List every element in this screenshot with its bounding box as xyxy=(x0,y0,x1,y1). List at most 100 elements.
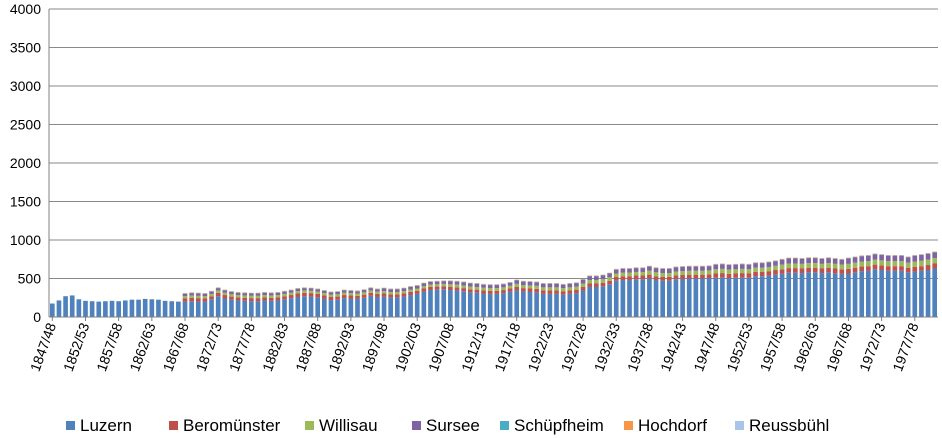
legend-label: Reussbühl xyxy=(749,416,829,435)
bar-segment xyxy=(514,280,520,284)
bar-segment xyxy=(806,263,811,268)
bar-segment xyxy=(567,293,573,317)
bar-stack xyxy=(587,275,593,317)
legend-swatch xyxy=(500,421,509,430)
bar-segment xyxy=(308,296,314,317)
bar-segment xyxy=(527,288,533,292)
legend-swatch xyxy=(66,421,75,430)
bar-segment xyxy=(620,276,626,281)
legend-item: Reussbühl xyxy=(735,416,829,435)
bar-stack xyxy=(375,288,380,317)
bar-segment xyxy=(288,292,294,296)
bar-segment xyxy=(229,299,234,317)
legend-swatch xyxy=(735,421,744,430)
bar-segment xyxy=(859,261,865,267)
bar-stack xyxy=(527,281,533,317)
bar-segment xyxy=(594,283,599,287)
bar-segment xyxy=(666,273,672,277)
bar-segment xyxy=(441,283,447,287)
bar-segment xyxy=(96,301,102,317)
bar-stack xyxy=(773,260,778,317)
bar-segment xyxy=(892,266,898,271)
legend-item: Sursee xyxy=(412,416,480,435)
bar-segment xyxy=(773,261,778,266)
x-tick-label: 1962/63 xyxy=(790,320,822,373)
bar-segment xyxy=(408,289,413,292)
bar-segment xyxy=(640,275,646,280)
bar-stack xyxy=(83,300,88,317)
bar-segment xyxy=(414,285,420,289)
bar-stack xyxy=(839,258,845,317)
bar-segment xyxy=(302,296,307,317)
bar-segment xyxy=(766,266,772,272)
x-tick-label: 1932/33 xyxy=(591,320,623,373)
bar-segment xyxy=(560,288,566,292)
bar-segment xyxy=(925,270,931,317)
bar-segment xyxy=(925,253,931,260)
bar-segment xyxy=(394,291,400,295)
bar-segment xyxy=(202,293,208,297)
bar-segment xyxy=(195,301,201,317)
bar-segment xyxy=(202,301,208,317)
bar-segment xyxy=(713,277,719,317)
bar-stack xyxy=(169,301,175,317)
bar-segment xyxy=(295,291,301,294)
bar-segment xyxy=(322,298,327,317)
bar-segment xyxy=(249,293,254,296)
bar-stack xyxy=(109,300,115,317)
bar-segment xyxy=(892,261,898,267)
bar-stack xyxy=(673,266,679,317)
bar-segment xyxy=(680,275,685,279)
bar-stack xyxy=(315,288,321,317)
bar-segment xyxy=(235,300,241,317)
bar-segment xyxy=(388,291,393,295)
bar-segment xyxy=(554,287,559,291)
bar-stack xyxy=(640,267,646,317)
bar-stack xyxy=(766,261,772,317)
bar-stack xyxy=(122,300,128,317)
bar-segment xyxy=(587,283,593,287)
bar-segment xyxy=(866,261,871,267)
bar-stack xyxy=(567,283,573,317)
bar-segment xyxy=(308,288,314,291)
bar-segment xyxy=(189,293,194,296)
bar-stack xyxy=(176,301,181,317)
bar-segment xyxy=(673,271,679,276)
bar-segment xyxy=(262,292,267,296)
bar-segment xyxy=(607,280,612,285)
bar-segment xyxy=(759,271,765,277)
bar-stack xyxy=(574,282,579,317)
bar-segment xyxy=(368,290,374,293)
bar-stack xyxy=(899,255,904,317)
x-tick-label: 1927/28 xyxy=(558,320,590,373)
bar-stack xyxy=(56,300,62,317)
bar-stack xyxy=(441,280,447,317)
bar-segment xyxy=(799,268,805,274)
legend-swatch xyxy=(169,421,178,430)
bar-segment xyxy=(534,282,539,286)
y-tick-label: 2500 xyxy=(10,117,41,133)
bar-segment xyxy=(912,271,918,317)
bar-stack xyxy=(335,291,340,317)
bar-segment xyxy=(693,266,699,271)
bar-segment xyxy=(779,264,785,270)
bar-segment xyxy=(494,290,500,294)
bar-segment xyxy=(275,297,281,301)
bar-segment xyxy=(288,290,294,293)
bar-segment xyxy=(540,287,546,291)
bar-segment xyxy=(885,255,891,262)
bar-stack xyxy=(594,275,599,317)
bar-segment xyxy=(467,286,473,290)
bar-segment xyxy=(607,284,612,317)
y-tick-label: 0 xyxy=(33,309,41,325)
bar-segment xyxy=(361,294,367,298)
legend-label: Hochdorf xyxy=(638,416,707,435)
bar-segment xyxy=(905,267,911,273)
bar-stack xyxy=(242,292,248,317)
bar-segment xyxy=(89,301,95,317)
bar-segment xyxy=(647,274,652,279)
bar-segment xyxy=(381,293,387,297)
bar-segment xyxy=(189,297,194,302)
bar-segment xyxy=(812,258,818,264)
bar-stack xyxy=(912,255,918,317)
